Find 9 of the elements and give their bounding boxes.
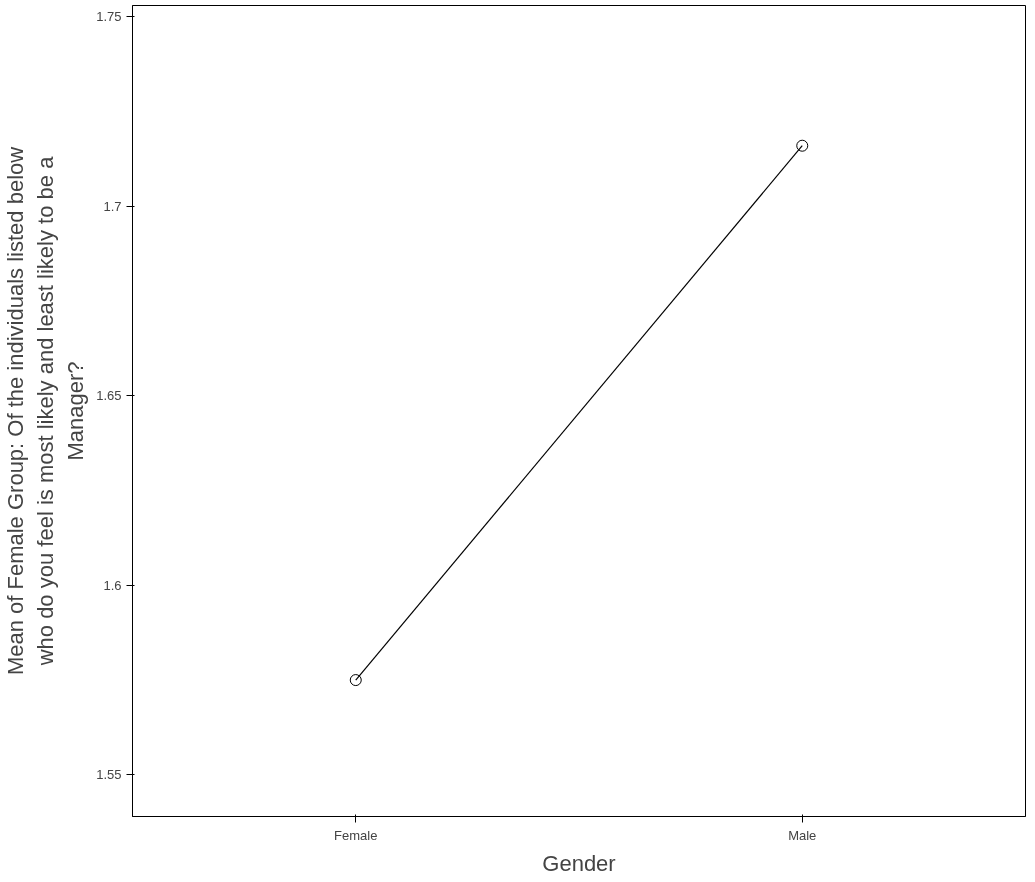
x-axis-title: Gender	[542, 850, 616, 876]
y-tick-label: 1.55	[96, 767, 122, 783]
x-tick-label: Female	[334, 827, 378, 843]
y-tick-label: 1.75	[96, 9, 122, 25]
y-tick-label: 1.65	[96, 388, 122, 404]
x-tick-label: Male	[788, 827, 817, 843]
y-tick-label: 1.7	[103, 198, 122, 214]
y-axis-title: Mean of Female Group: Of the individuals listed below who do you feel is most likely and least likely to be a Manager?	[3, 146, 89, 676]
y-tick-label: 1.6	[103, 577, 122, 593]
